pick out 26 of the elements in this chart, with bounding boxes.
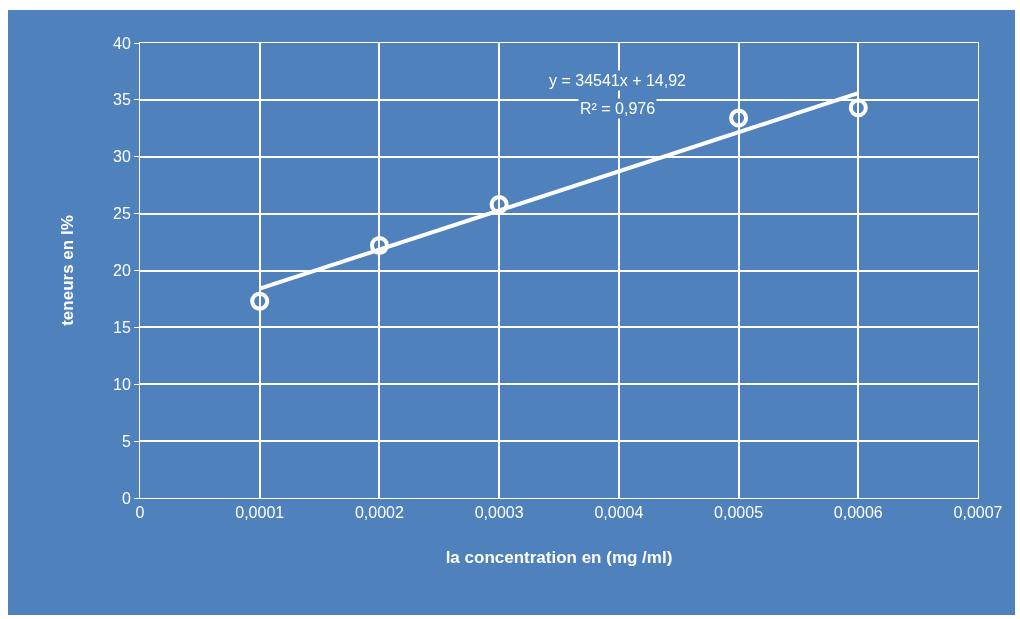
point bbox=[250, 291, 270, 311]
y-tick-label: 15 bbox=[113, 318, 131, 336]
y-tick-label: 25 bbox=[113, 205, 131, 223]
y-axis-title: teneurs en l% bbox=[57, 215, 77, 326]
point bbox=[369, 235, 389, 255]
x-axis-title: la concentration en (mg /ml) bbox=[445, 547, 673, 567]
y-tick-label: 5 bbox=[121, 432, 131, 450]
x-tick-label: 0,0002 bbox=[354, 504, 404, 522]
annotation: y = 34541x + 14,92 bbox=[549, 72, 687, 89]
x-tick-label: 0,0006 bbox=[833, 504, 883, 522]
x-tick-label: 0,0005 bbox=[714, 504, 764, 522]
y-tick-label: 20 bbox=[113, 262, 131, 280]
point bbox=[489, 195, 509, 215]
y-tick-label: 0 bbox=[121, 489, 131, 507]
y-tick-label: 10 bbox=[113, 375, 131, 393]
x-tick-label: 0,0007 bbox=[953, 504, 1003, 522]
x-tick-label: 0,0001 bbox=[235, 504, 285, 522]
point bbox=[848, 98, 868, 118]
annotation: R² = 0,976 bbox=[580, 100, 656, 117]
point bbox=[729, 108, 749, 128]
y-tick-label: 40 bbox=[113, 34, 131, 52]
y-tick-label: 35 bbox=[113, 91, 131, 109]
y-tick-label: 30 bbox=[113, 148, 131, 166]
x-tick-label: 0,0003 bbox=[474, 504, 524, 522]
x-tick-label: 0 bbox=[135, 504, 145, 522]
x-tick-label: 0,0004 bbox=[594, 504, 644, 522]
